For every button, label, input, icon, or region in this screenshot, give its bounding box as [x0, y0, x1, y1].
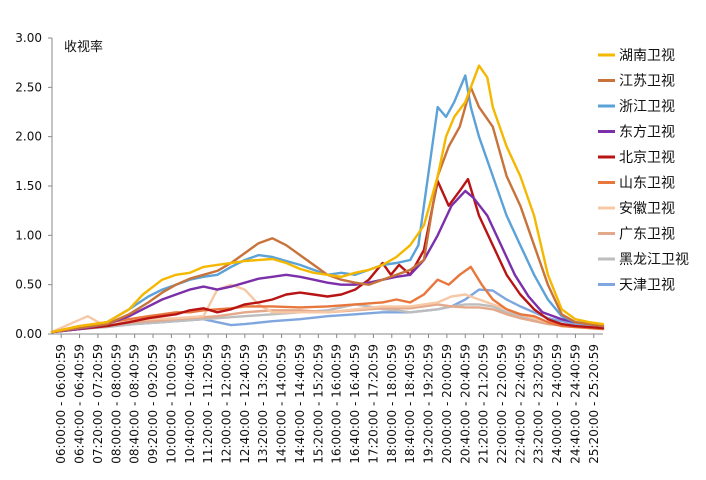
x-axis: 06:00:00 - 06:00:59 06:40:00 - 06:40:59 07…	[52, 333, 603, 464]
legend-label: 东方卫视	[619, 125, 675, 141]
x-tick-label: 09:20:00 - 09:20:59	[146, 344, 160, 464]
x-tick-label: 08:00:00 - 08:00:59	[109, 344, 123, 464]
x-tick-label: 12:00:00 - 12:00:59	[219, 344, 233, 464]
legend-label: 广东卫视	[619, 227, 675, 243]
x-tick-label: 07:20:00 - 07:20:59	[91, 344, 105, 464]
series-line	[50, 86, 605, 334]
series-line	[50, 177, 605, 334]
x-tick-label: 14:40:00 - 14:40:59	[293, 344, 307, 464]
legend-label: 湖南卫视	[619, 48, 675, 64]
x-tick-label: 19:20:00 - 19:20:59	[422, 344, 436, 464]
x-tick-label: 08:40:00 - 08:40:59	[128, 344, 142, 464]
series-lines	[50, 64, 605, 334]
legend-label: 天津卫视	[619, 278, 675, 294]
x-tick-label: 14:00:00 - 14:00:59	[275, 344, 289, 464]
x-tick-label: 24:40:00 - 24:40:59	[568, 344, 582, 464]
legend-label: 黑龙江卫视	[619, 252, 689, 268]
x-tick-label: 11:20:00 - 11:20:59	[201, 344, 215, 464]
x-tick-label: 18:40:00 - 18:40:59	[403, 344, 417, 464]
x-tick-label: 10:40:00 - 10:40:59	[183, 344, 197, 464]
legend-label: 安徽卫视	[619, 201, 675, 217]
x-tick-label: 15:20:00 - 15:20:59	[311, 344, 325, 464]
x-tick-label: 06:40:00 - 06:40:59	[73, 344, 87, 464]
x-tick-label: 23:20:00 - 23:20:59	[532, 344, 546, 464]
x-tick-label: 17:20:00 - 17:20:59	[366, 344, 380, 464]
series-line	[50, 265, 605, 334]
legend-label: 山东卫视	[619, 176, 675, 192]
x-tick-label: 25:20:00 - 25:20:59	[587, 344, 601, 464]
y-tick-label: 2.00	[15, 130, 42, 144]
y-tick-label: 1.00	[15, 228, 42, 242]
legend-label: 浙江卫视	[619, 99, 675, 115]
x-tick-label: 12:40:00 - 12:40:59	[238, 344, 252, 464]
x-tick-label: 16:00:00 - 16:00:59	[330, 344, 344, 464]
x-tick-label: 20:00:00 - 20:00:59	[440, 344, 454, 464]
legend-label: 北京卫视	[619, 150, 675, 166]
x-tick-label: 16:40:00 - 16:40:59	[348, 344, 362, 464]
y-axis: 0.00 0.50 1.00 1.50 2.00 2.50 3.00	[15, 31, 53, 341]
x-tick-label: 13:20:00 - 13:20:59	[256, 344, 270, 464]
legend: 湖南卫视江苏卫视浙江卫视东方卫视北京卫视山东卫视安徽卫视广东卫视黑龙江卫视天津卫…	[598, 48, 689, 294]
y-tick-label: 2.50	[15, 80, 42, 94]
y-axis-title: 收视率	[64, 39, 103, 55]
x-tick-label: 24:00:00 - 24:00:59	[550, 344, 564, 464]
y-tick-label: 3.00	[15, 31, 42, 45]
x-tick-label: 22:00:00 - 22:00:59	[495, 344, 509, 464]
x-tick-label: 21:20:00 - 21:20:59	[477, 344, 491, 464]
x-tick-label: 06:00:00 - 06:00:59	[54, 344, 68, 464]
x-tick-label: 22:40:00 - 22:40:59	[513, 344, 527, 464]
y-tick-label: 1.50	[15, 179, 42, 193]
x-tick-label: 10:00:00 - 10:00:59	[164, 344, 178, 464]
legend-label: 江苏卫视	[619, 74, 675, 90]
y-tick-label: 0.50	[15, 278, 42, 292]
series-line	[50, 189, 605, 334]
x-tick-label: 18:00:00 - 18:00:59	[385, 344, 399, 464]
series-line	[50, 64, 605, 334]
y-tick-label: 0.00	[15, 327, 42, 341]
x-tick-label: 20:40:00 - 20:40:59	[458, 344, 472, 464]
